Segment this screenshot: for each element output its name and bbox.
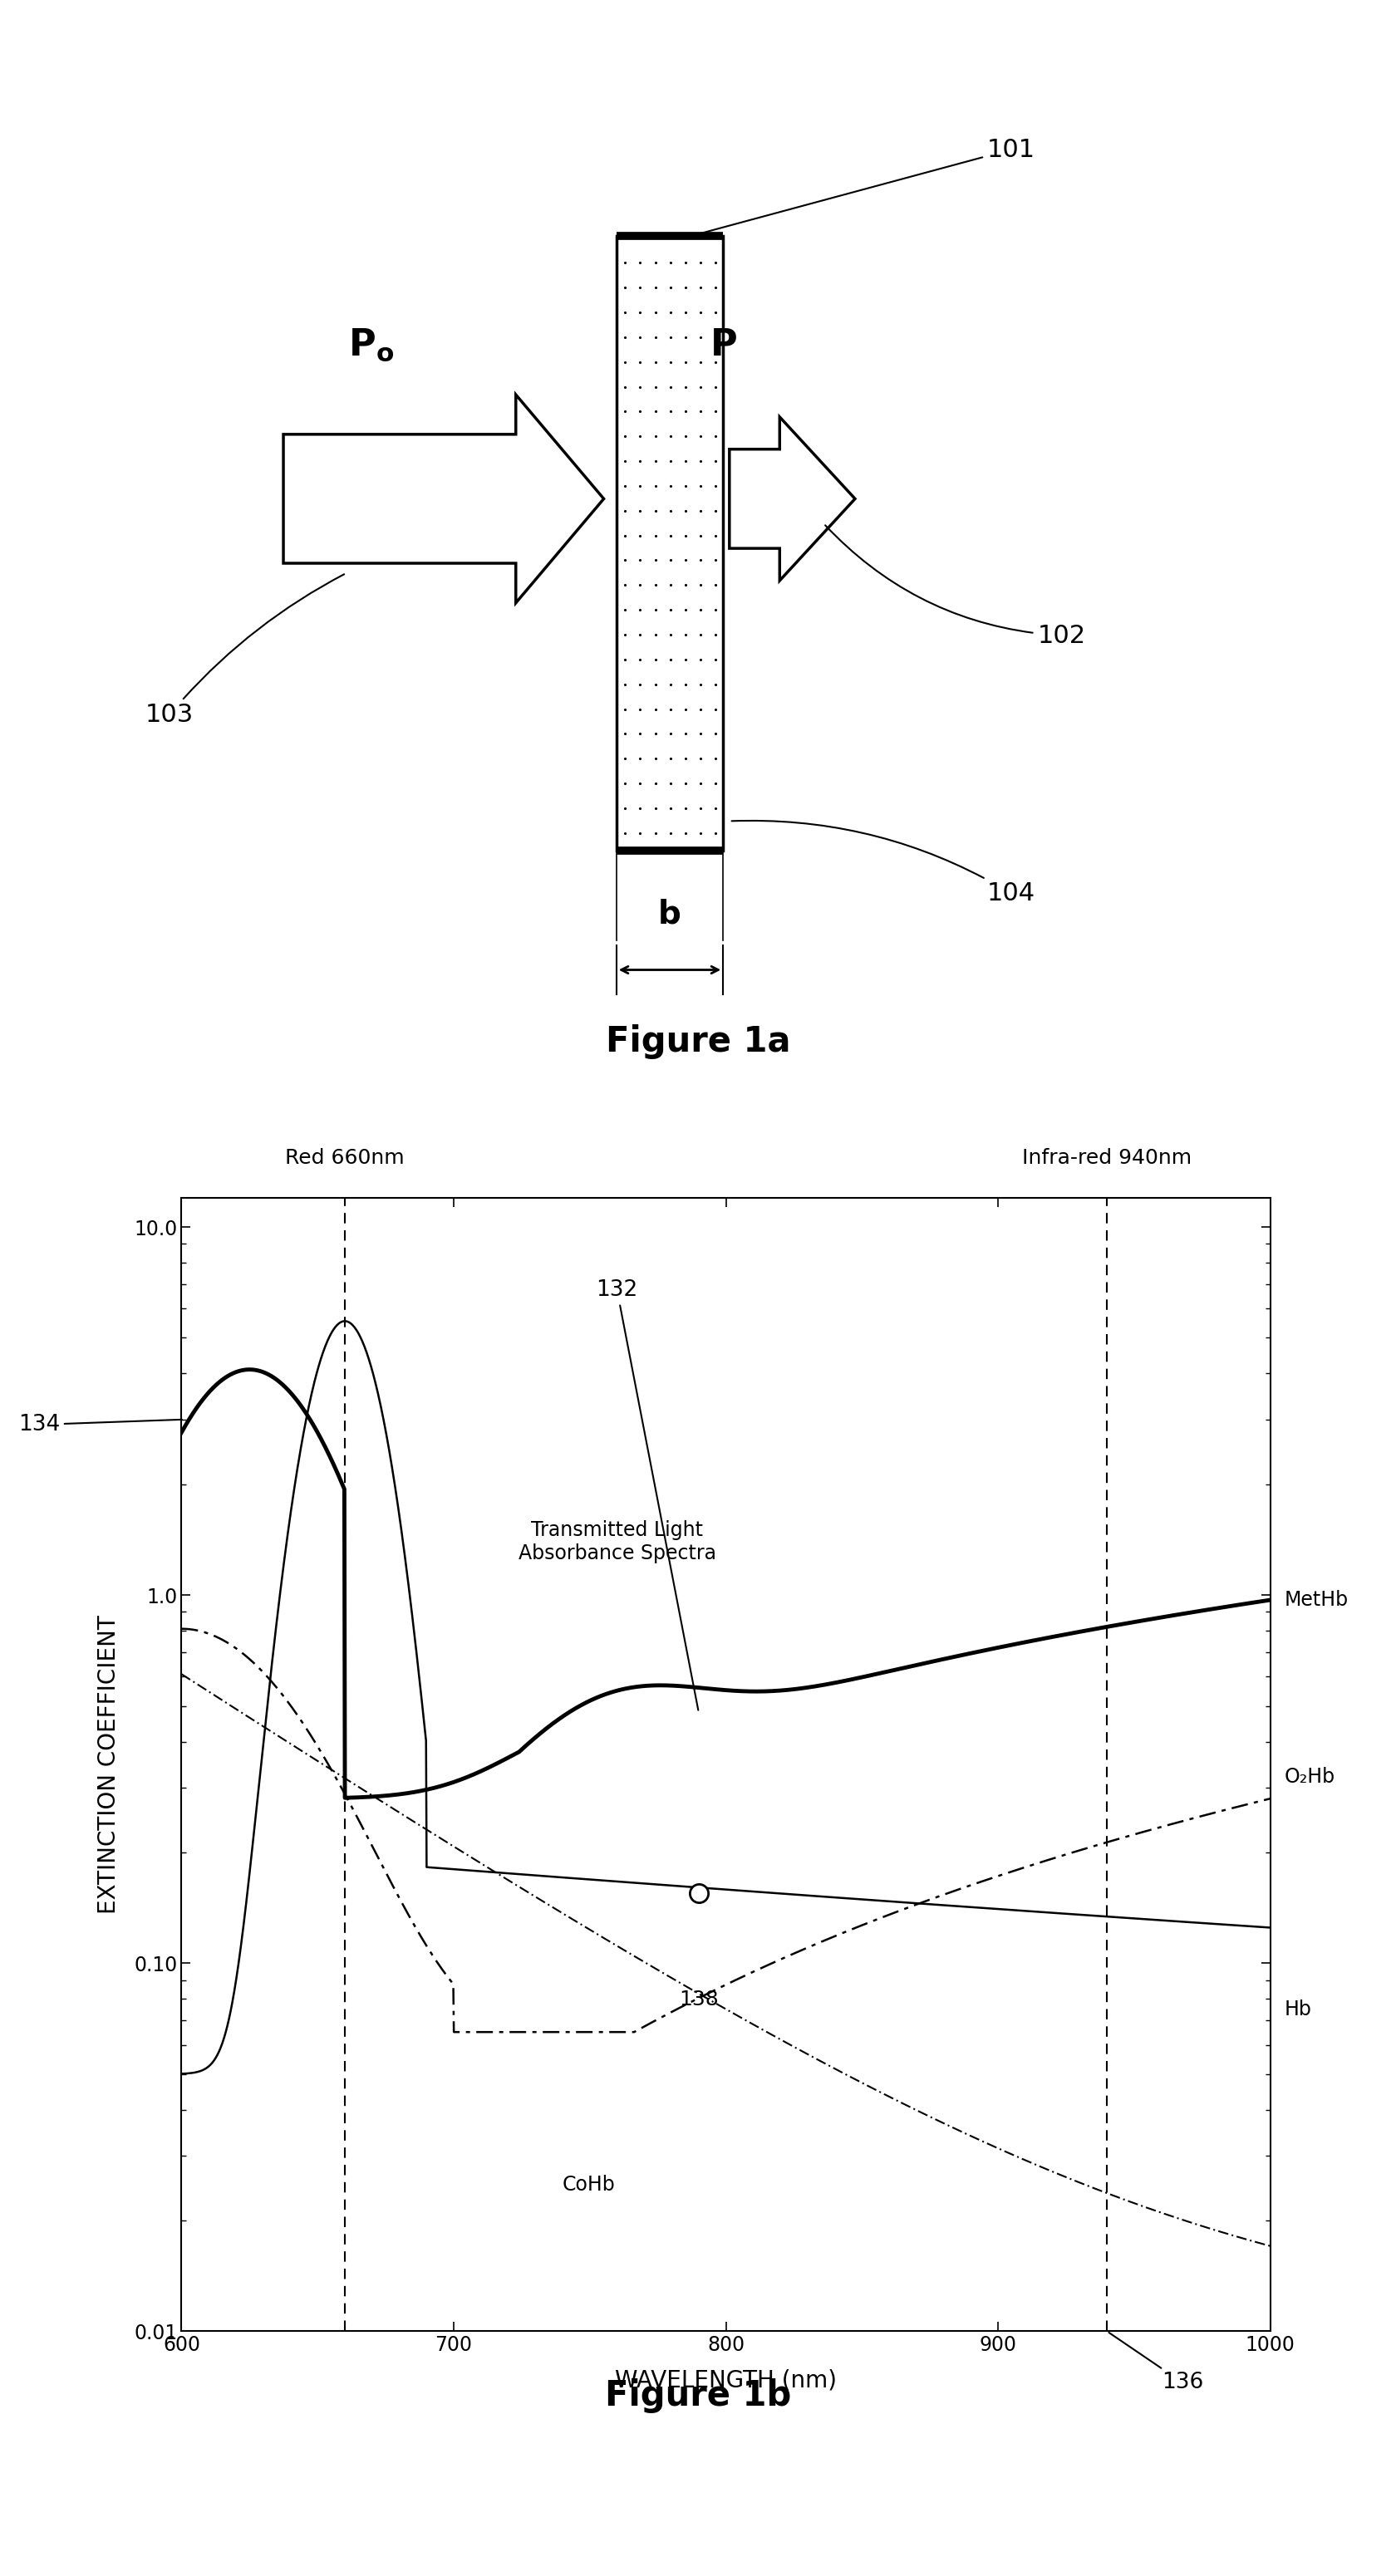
Text: $\mathbf{P}$: $\mathbf{P}$ [709,327,737,363]
Text: Red 660nm: Red 660nm [285,1149,405,1167]
Text: 101: 101 [694,137,1036,234]
Text: O₂Hb: O₂Hb [1284,1767,1335,1788]
Polygon shape [283,394,604,603]
Text: 138: 138 [678,1989,719,2009]
Text: Infra-red 940nm: Infra-red 940nm [1022,1149,1192,1167]
Text: 134: 134 [18,1414,181,1435]
Text: $\mathbf{P_o}$: $\mathbf{P_o}$ [349,327,394,363]
Text: Transmitted Light
Absorbance Spectra: Transmitted Light Absorbance Spectra [518,1520,716,1564]
Text: Hb: Hb [1284,1999,1311,2020]
Text: Figure 1b: Figure 1b [604,2378,792,2414]
Text: MetHb: MetHb [1284,1589,1349,1610]
Text: 104: 104 [732,822,1036,904]
Text: 103: 103 [145,574,345,726]
Text: 136: 136 [1108,2334,1203,2393]
Text: b: b [658,899,681,930]
X-axis label: WAVELENGTH (nm): WAVELENGTH (nm) [616,2370,836,2393]
Bar [617,237,723,850]
Text: 132: 132 [596,1280,698,1710]
Text: CoHb: CoHb [563,2174,616,2195]
Polygon shape [730,417,854,580]
Text: Figure 1a: Figure 1a [606,1025,790,1059]
Text: 102: 102 [825,526,1086,647]
Y-axis label: EXTINCTION COEFFICIENT: EXTINCTION COEFFICIENT [96,1615,120,1914]
